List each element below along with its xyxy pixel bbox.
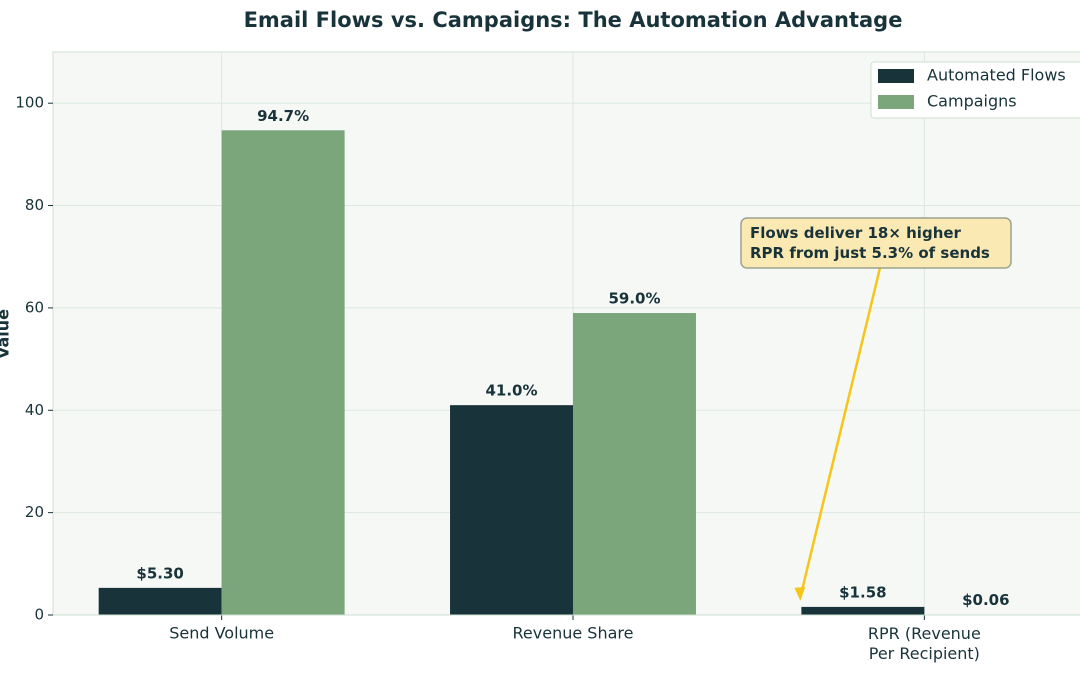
legend-box [870, 61, 1080, 119]
bar [573, 313, 696, 615]
annotation-arrowhead [794, 586, 806, 601]
y-tick-label: 0 [34, 606, 44, 624]
annotation-arrow [799, 267, 882, 598]
bar [98, 587, 222, 615]
annotation-box [740, 217, 1012, 269]
annotation-text: Flows deliver 18× higher RPR from just 5.… [750, 224, 990, 262]
chart-title: Email Flows vs. Campaigns: The Automatio… [244, 8, 903, 32]
bar [450, 405, 573, 615]
value-label: 41.0% [485, 382, 537, 400]
y-tick-label: 80 [25, 196, 44, 214]
value-label: 59.0% [608, 290, 660, 308]
value-label: $1.58 [839, 583, 886, 601]
x-tick-label: Send Volume [169, 624, 274, 643]
x-tick-label: Revenue Share [513, 624, 634, 643]
bar [801, 606, 925, 615]
value-label: $0.06 [962, 591, 1009, 609]
y-axis-label: Value [0, 309, 13, 359]
y-tick-label: 100 [15, 94, 44, 112]
legend-swatch [878, 95, 914, 109]
y-tick-label: 20 [25, 503, 44, 521]
x-tick-label: RPR (Revenue Per Recipient) [868, 624, 981, 663]
legend-swatch [878, 69, 914, 83]
value-label: $5.30 [136, 564, 183, 582]
y-tick-label: 60 [25, 298, 44, 316]
legend-label: Automated Flows [927, 66, 1066, 85]
legend-label: Campaigns [927, 92, 1017, 111]
value-label: 94.7% [257, 107, 309, 125]
bar [221, 130, 345, 616]
y-tick-label: 40 [25, 401, 44, 419]
